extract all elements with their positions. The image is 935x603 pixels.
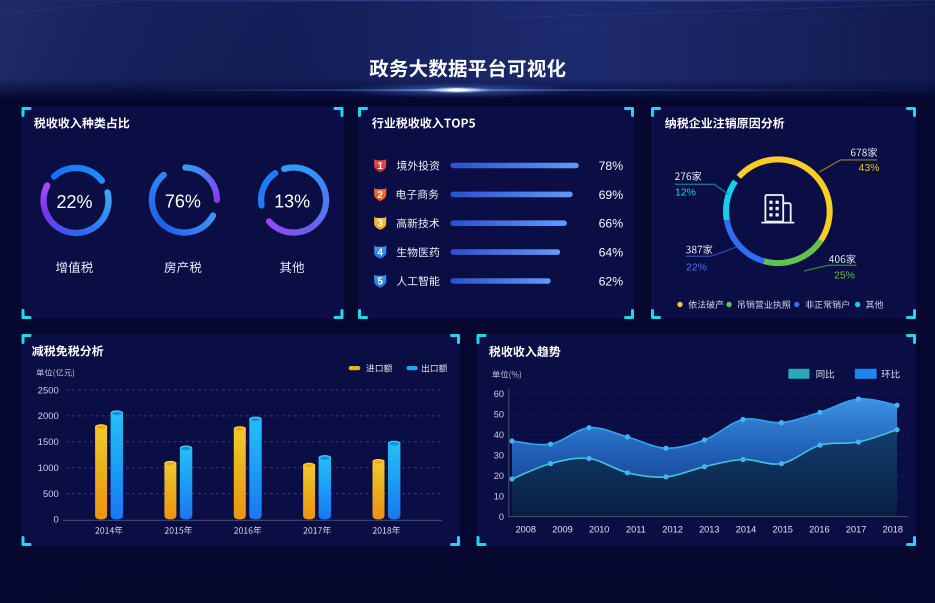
- svg-text:1500: 1500: [38, 437, 59, 448]
- svg-text:2008: 2008: [516, 524, 536, 534]
- svg-text:2011: 2011: [626, 524, 646, 534]
- svg-text:2016: 2016: [809, 524, 829, 534]
- svg-text:25%: 25%: [834, 270, 855, 282]
- svg-text:5: 5: [377, 277, 383, 288]
- svg-text:0: 0: [499, 512, 504, 522]
- svg-text:30: 30: [494, 450, 504, 460]
- svg-text:2018: 2018: [883, 524, 903, 534]
- svg-text:43%: 43%: [859, 162, 880, 174]
- svg-text:22%: 22%: [686, 262, 707, 274]
- svg-text:500: 500: [43, 489, 59, 500]
- svg-text:62%: 62%: [599, 274, 624, 288]
- svg-text:12%: 12%: [675, 186, 696, 198]
- svg-text:2000: 2000: [38, 411, 59, 422]
- svg-text:13%: 13%: [274, 191, 310, 211]
- svg-text:3: 3: [377, 219, 383, 230]
- svg-text:2017: 2017: [846, 524, 866, 534]
- svg-text:2014: 2014: [736, 524, 756, 534]
- svg-text:2500: 2500: [38, 385, 59, 396]
- svg-text:50: 50: [494, 409, 504, 419]
- svg-text:40: 40: [494, 430, 504, 440]
- svg-text:4: 4: [377, 248, 383, 259]
- svg-text:1000: 1000: [38, 463, 59, 474]
- svg-text:66%: 66%: [599, 217, 624, 231]
- svg-text:2015: 2015: [772, 524, 792, 534]
- svg-text:10: 10: [494, 491, 504, 501]
- svg-text:2009: 2009: [552, 524, 572, 534]
- svg-text:20: 20: [494, 471, 504, 481]
- svg-text:64%: 64%: [599, 246, 624, 260]
- svg-text:2013: 2013: [699, 524, 719, 534]
- svg-text:2012: 2012: [662, 524, 682, 534]
- svg-text:69%: 69%: [599, 188, 624, 202]
- svg-text:78%: 78%: [599, 159, 624, 173]
- svg-text:1: 1: [377, 161, 383, 172]
- svg-text:22%: 22%: [56, 192, 92, 212]
- svg-text:60: 60: [494, 389, 504, 399]
- svg-text:2: 2: [377, 190, 383, 201]
- svg-text:2010: 2010: [589, 524, 609, 534]
- svg-text:0: 0: [54, 515, 59, 526]
- svg-text:76%: 76%: [165, 191, 201, 211]
